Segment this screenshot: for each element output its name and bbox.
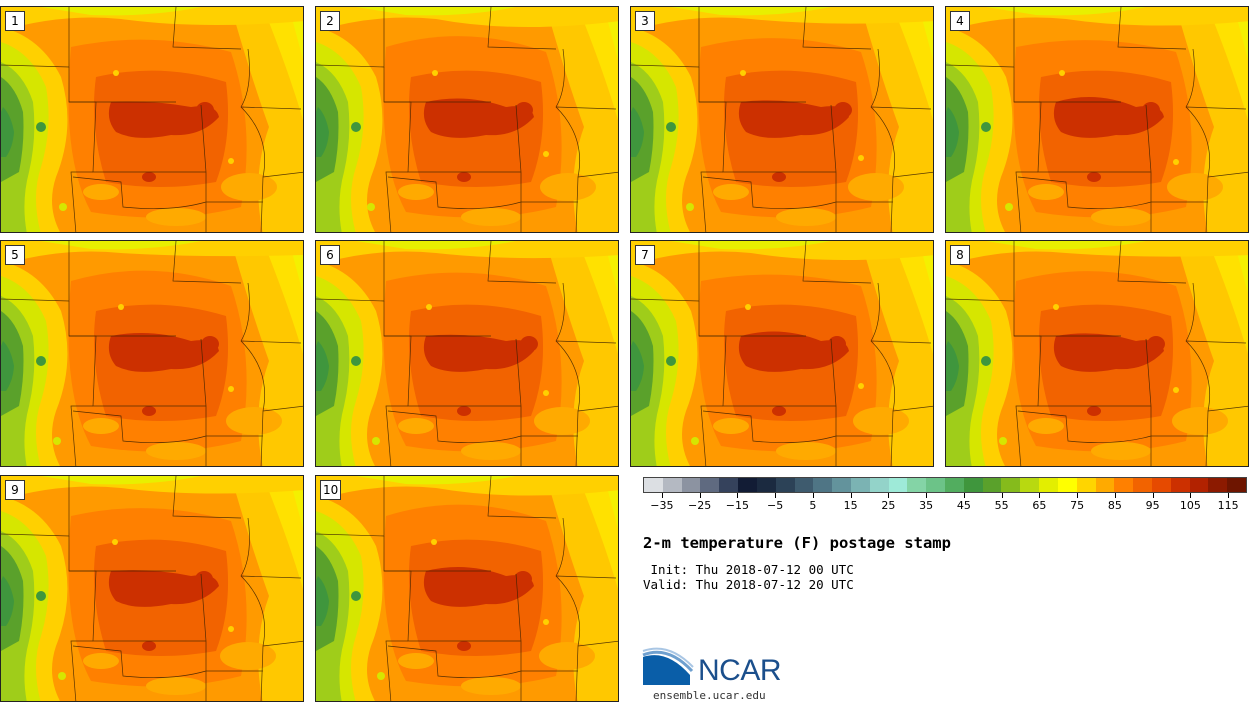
colorbar-tick-label: 85 bbox=[1107, 499, 1122, 512]
colorbar-swatch bbox=[644, 478, 663, 492]
colorbar-tick-label: 65 bbox=[1032, 499, 1047, 512]
colorbar-swatch bbox=[1095, 478, 1115, 492]
colorbar-swatch bbox=[1057, 478, 1077, 492]
colorbar-tick bbox=[926, 493, 928, 498]
colorbar-swatch bbox=[756, 478, 776, 492]
colorbar-tick bbox=[1152, 493, 1154, 498]
member-number-label: 1 bbox=[5, 11, 25, 31]
colorbar-tick bbox=[1039, 493, 1041, 498]
colorbar-tick-label: 55 bbox=[994, 499, 1009, 512]
colorbar-tick-label: 15 bbox=[843, 499, 858, 512]
colorbar-swatch bbox=[907, 478, 927, 492]
colorbar-tick bbox=[888, 493, 890, 498]
colorbar-tick-label: 105 bbox=[1179, 499, 1201, 512]
member-stamp-map: 4 bbox=[945, 6, 1249, 233]
colorbar-tick bbox=[1228, 493, 1230, 498]
member-number-label: 5 bbox=[5, 245, 25, 265]
member-number-label: 8 bbox=[950, 245, 970, 265]
member-number-label: 3 bbox=[635, 11, 655, 31]
colorbar-tick-label: −25 bbox=[688, 499, 712, 512]
colorbar-tick-label: 115 bbox=[1217, 499, 1239, 512]
colorbar-swatch bbox=[926, 478, 945, 492]
member-stamp-map: 1 bbox=[0, 6, 304, 233]
member-stamp-map: 5 bbox=[0, 240, 304, 467]
colorbar-swatch bbox=[719, 478, 739, 492]
logo-wordmark: NCAR bbox=[698, 654, 782, 687]
valid-time: Valid: Thu 2018-07-12 20 UTC bbox=[643, 577, 854, 592]
member-number-label: 4 bbox=[950, 11, 970, 31]
colorbar-swatch bbox=[1039, 478, 1058, 492]
member-number-label: 6 bbox=[320, 245, 340, 265]
colorbar-tick-labels: −35 −25 −15 −5 5 15 25 35 45 55 65 75 85 95 105 115 bbox=[643, 493, 1247, 517]
colorbar-swatch bbox=[662, 478, 682, 492]
member-stamp-map: 7 bbox=[630, 240, 934, 467]
colorbar-tick-label: 45 bbox=[956, 499, 971, 512]
colorbar-swatch bbox=[1020, 478, 1040, 492]
colorbar-swatch bbox=[1170, 478, 1190, 492]
colorbar-tick bbox=[963, 493, 965, 498]
colorbar-swatch bbox=[1076, 478, 1096, 492]
colorbar-swatch bbox=[700, 478, 720, 492]
colorbar-tick-label: 75 bbox=[1070, 499, 1085, 512]
member-stamp-map: 2 bbox=[315, 6, 619, 233]
temperature-colorbar bbox=[643, 477, 1247, 493]
member-stamp-map: 6 bbox=[315, 240, 619, 467]
colorbar-swatch bbox=[1189, 478, 1209, 492]
colorbar-swatch bbox=[1114, 478, 1134, 492]
colorbar-tick bbox=[850, 493, 852, 498]
member-number-label: 10 bbox=[320, 480, 342, 500]
colorbar-tick-label: −15 bbox=[725, 499, 749, 512]
colorbar-swatch bbox=[982, 478, 1002, 492]
ncar-logo-icon bbox=[642, 647, 694, 685]
colorbar-swatch bbox=[794, 478, 814, 492]
member-stamp-map: 10 bbox=[315, 475, 619, 702]
member-number-label: 9 bbox=[5, 480, 25, 500]
product-title: 2-m temperature (F) postage stamp bbox=[643, 534, 951, 552]
colorbar-swatch bbox=[963, 478, 983, 492]
colorbar-tick-label: −35 bbox=[650, 499, 674, 512]
colorbar-tick-label: 95 bbox=[1145, 499, 1160, 512]
colorbar-swatch bbox=[1227, 478, 1246, 492]
colorbar-swatch bbox=[738, 478, 757, 492]
colorbar-tick bbox=[1001, 493, 1003, 498]
colorbar-tick bbox=[812, 493, 814, 498]
init-time: Init: Thu 2018-07-12 00 UTC bbox=[643, 562, 854, 577]
colorbar-tick bbox=[699, 493, 701, 498]
member-stamp-map: 3 bbox=[630, 6, 934, 233]
colorbar-swatch bbox=[681, 478, 701, 492]
colorbar-tick-label: 25 bbox=[881, 499, 896, 512]
colorbar-tick bbox=[775, 493, 777, 498]
colorbar-swatch bbox=[945, 478, 964, 492]
colorbar-tick bbox=[1077, 493, 1079, 498]
member-stamp-map: 8 bbox=[945, 240, 1249, 467]
colorbar-tick-label: 35 bbox=[919, 499, 934, 512]
colorbar-swatch bbox=[813, 478, 833, 492]
colorbar-swatch bbox=[888, 478, 908, 492]
colorbar-swatch bbox=[775, 478, 795, 492]
member-stamp-map: 9 bbox=[0, 475, 304, 702]
colorbar-swatch bbox=[869, 478, 889, 492]
colorbar-tick bbox=[661, 493, 663, 498]
colorbar-swatch bbox=[1001, 478, 1021, 492]
member-number-label: 7 bbox=[635, 245, 655, 265]
colorbar-tick bbox=[1190, 493, 1192, 498]
logo-url: ensemble.ucar.edu bbox=[653, 689, 766, 702]
colorbar-tick-label: −5 bbox=[767, 499, 784, 512]
colorbar-swatch bbox=[1133, 478, 1152, 492]
colorbar-tick-label: 5 bbox=[809, 499, 817, 512]
member-number-label: 2 bbox=[320, 11, 340, 31]
colorbar-tick bbox=[1114, 493, 1116, 498]
colorbar-tick bbox=[737, 493, 739, 498]
colorbar-swatch bbox=[1208, 478, 1228, 492]
colorbar-swatch bbox=[1151, 478, 1171, 492]
colorbar-swatch bbox=[832, 478, 851, 492]
colorbar-swatch bbox=[850, 478, 870, 492]
